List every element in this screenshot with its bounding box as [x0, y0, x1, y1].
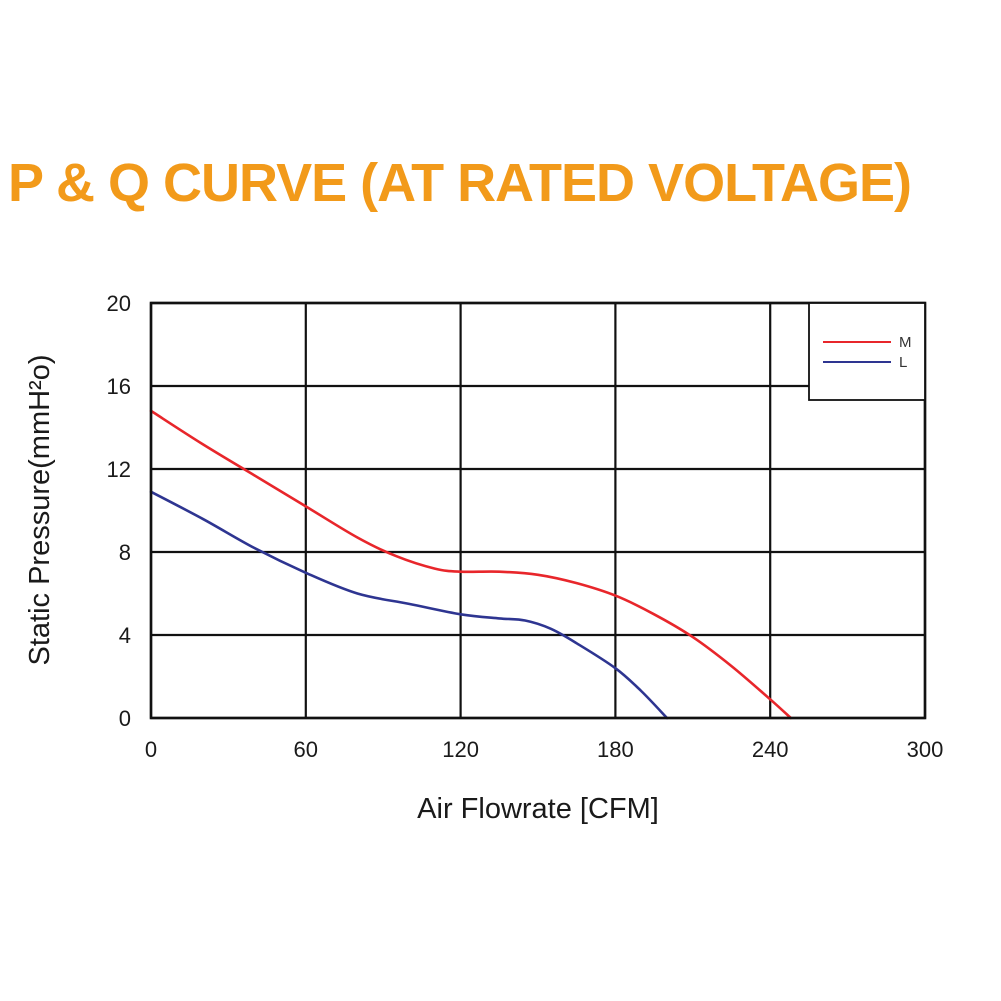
plot-border [149, 301, 927, 720]
x-axis-label: Air Flowrate [CFM] [417, 793, 659, 825]
y-tick-label-12: 12 [107, 457, 131, 482]
chart-title: P & Q CURVE (AT RATED VOLTAGE) [8, 153, 912, 213]
legend-box [808, 302, 926, 401]
legend-label-M: M [899, 334, 912, 351]
y-axis-label: Static Pressure(mmH²o) [24, 355, 56, 666]
legend: ML [808, 302, 926, 401]
x-tick-label-180: 180 [597, 737, 634, 762]
y-tick-label-20: 20 [107, 291, 131, 316]
x-tick-label-120: 120 [442, 737, 479, 762]
y-tick-label-0: 0 [119, 706, 131, 731]
x-tick-label-60: 60 [294, 737, 318, 762]
x-tick-label-300: 300 [907, 737, 944, 762]
y-tick-label-16: 16 [107, 374, 131, 399]
series-line-M [149, 409, 793, 720]
legend-label-L: L [899, 354, 907, 371]
x-tick-label-240: 240 [752, 737, 789, 762]
x-tick-label-0: 0 [145, 737, 157, 762]
series-line-L [149, 490, 669, 720]
series-layer [149, 409, 793, 720]
y-tick-label-8: 8 [119, 540, 131, 565]
tick-labels: 0 60 120 180 240 300 0 4 8 12 16 20 [107, 291, 944, 762]
plot-frame [149, 301, 927, 720]
y-tick-label-4: 4 [119, 623, 131, 648]
